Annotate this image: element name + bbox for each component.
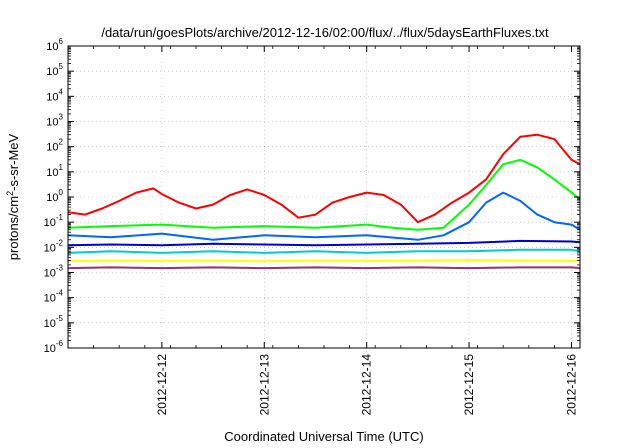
x-tick-label: 2012-12-15 — [462, 354, 476, 416]
y-tick-exponent: -4 — [56, 289, 64, 298]
y-tick-base: 10 — [46, 192, 58, 204]
y-axis-label-suffix: -s-sr-MeV — [6, 133, 21, 190]
y-tick-exponent: 3 — [59, 113, 64, 122]
y-tick-base: 10 — [44, 268, 56, 280]
series-line-6 — [67, 259, 581, 263]
series-line-2 — [67, 158, 581, 231]
y-tick-base: 10 — [44, 293, 56, 305]
y-tick-base: 10 — [46, 41, 58, 53]
y-tick-base: 10 — [46, 167, 58, 179]
x-tick-label: 2012-12-12 — [155, 354, 169, 416]
y-tick-label: 105 — [46, 62, 63, 78]
series-line-4 — [67, 239, 581, 247]
y-tick-label: 103 — [46, 113, 63, 129]
y-tick-exponent: -6 — [56, 339, 64, 348]
y-axis-label-sup: 2 — [5, 191, 15, 196]
y-tick-exponent: -1 — [56, 213, 64, 222]
y-tick-exponent: 1 — [59, 163, 64, 172]
y-tick-exponent: -5 — [56, 314, 64, 323]
y-tick-label: 104 — [46, 87, 63, 103]
y-tick-base: 10 — [46, 66, 58, 78]
series-layer — [67, 133, 581, 270]
y-tick-exponent: -2 — [56, 238, 64, 247]
y-tick-exponent: 4 — [59, 87, 64, 96]
y-tick-exponent: 2 — [59, 138, 64, 147]
series-line-1 — [67, 133, 581, 224]
series-line-5 — [67, 248, 581, 254]
y-tick-base: 10 — [44, 318, 56, 330]
x-axis-label: Coordinated Universal Time (UTC) — [224, 429, 423, 444]
series-line-7 — [67, 266, 581, 270]
y-tick-label: 106 — [46, 37, 63, 53]
y-tick-label: 10-4 — [44, 289, 64, 305]
grid-lines — [68, 46, 580, 348]
y-tick-label: 100 — [46, 188, 63, 204]
y-tick-labels: 10-610-510-410-310-210-11001011021031041… — [44, 37, 64, 355]
y-tick-base: 10 — [46, 142, 58, 154]
y-tick-base: 10 — [44, 217, 56, 229]
y-tick-label: 10-1 — [44, 213, 64, 229]
x-tick-label: 2012-12-13 — [257, 354, 271, 416]
y-tick-label: 10-6 — [44, 339, 64, 355]
y-axis-label: protons/cm2-s-sr-MeV — [5, 133, 21, 260]
chart-title: /data/run/goesPlots/archive/2012-12-16/0… — [101, 25, 549, 40]
y-tick-label: 10-5 — [44, 314, 64, 330]
x-tick-label: 2012-12-16 — [564, 354, 578, 416]
y-tick-exponent: 6 — [59, 37, 64, 46]
y-tick-label: 10-2 — [44, 238, 64, 254]
y-tick-label: 101 — [46, 163, 63, 179]
y-tick-label: 10-3 — [44, 264, 64, 280]
y-tick-base: 10 — [46, 91, 58, 103]
x-tick-label: 2012-12-14 — [360, 354, 374, 416]
y-tick-base: 10 — [46, 117, 58, 129]
y-tick-exponent: -3 — [56, 264, 64, 273]
x-tick-labels: 2012-12-12 2012-12-13 2012-12-14 2012-12-15… — [155, 354, 579, 416]
y-tick-base: 10 — [44, 343, 56, 355]
y-tick-base: 10 — [44, 242, 56, 254]
y-axis-label-prefix: protons/cm — [6, 196, 21, 260]
series-line-3 — [67, 191, 581, 241]
y-tick-label: 102 — [46, 138, 63, 154]
axis-ticks — [67, 45, 581, 349]
y-tick-exponent: 5 — [59, 62, 64, 71]
y-tick-exponent: 0 — [59, 188, 64, 197]
